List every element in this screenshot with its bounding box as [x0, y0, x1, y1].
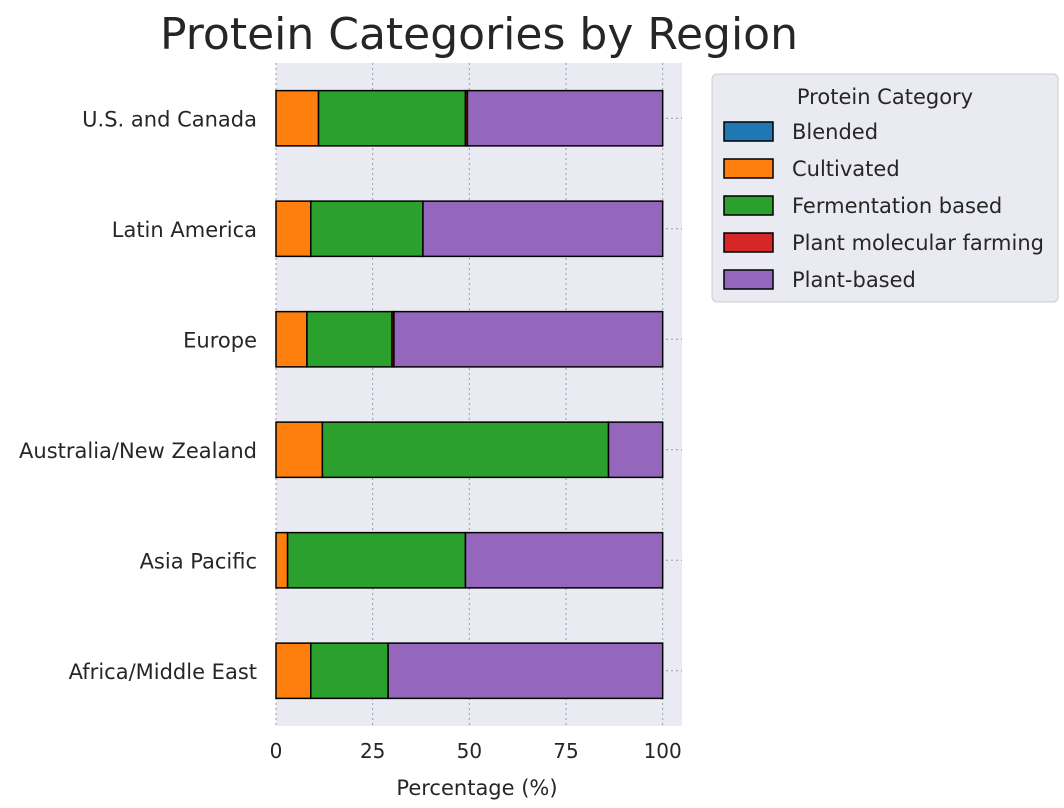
x-tick-label: 0 — [270, 739, 283, 763]
y-tick-label: Latin America — [112, 218, 257, 242]
legend-label: Plant molecular farming — [792, 231, 1044, 255]
y-tick-label: Asia Pacific — [140, 549, 257, 573]
bar-segment — [306, 310, 393, 368]
x-tick-label: 50 — [457, 739, 482, 763]
bar-segment — [310, 200, 424, 258]
bar-segment — [466, 89, 664, 147]
legend-swatch — [723, 269, 774, 290]
legend: Protein Category Blended Cultivated Fermen… — [711, 73, 1059, 303]
bar-segment — [321, 421, 610, 479]
grid-lines — [275, 63, 682, 726]
legend-swatch — [723, 121, 774, 142]
bar-segment — [393, 310, 664, 368]
legend-label: Fermentation based — [792, 194, 1002, 218]
bar-segment — [286, 531, 467, 589]
plot-area — [276, 63, 682, 726]
legend-swatch — [723, 158, 774, 179]
bar-segment — [464, 531, 664, 589]
bar-segment — [275, 531, 289, 589]
bars — [275, 89, 664, 700]
y-tick-label: Europe — [183, 328, 257, 352]
bar-segment — [275, 200, 312, 258]
x-tick-label: 25 — [360, 739, 385, 763]
legend-swatch — [723, 195, 774, 216]
x-axis-label: Percentage (%) — [396, 776, 557, 800]
bar-segment — [317, 89, 467, 147]
bar-segment — [275, 642, 312, 700]
chart-title: Protein Categories by Region — [160, 9, 798, 60]
x-tick-label: 75 — [553, 739, 578, 763]
legend-box — [711, 73, 1059, 303]
bar-segment — [607, 421, 664, 479]
legend-label: Cultivated — [792, 157, 900, 181]
legend-label: Plant-based — [792, 268, 916, 292]
legend-title: Protein Category — [797, 85, 973, 109]
bar-segment — [275, 310, 308, 368]
bar-segment — [310, 642, 389, 700]
x-tick-label: 100 — [644, 739, 682, 763]
y-tick-label: Australia/New Zealand — [19, 439, 257, 463]
x-axis-ticks: 0 25 50 75 100 — [270, 739, 682, 763]
bar-segment — [275, 89, 320, 147]
bar-segment — [422, 200, 664, 258]
y-tick-label: Africa/Middle East — [69, 660, 257, 684]
legend-label: Blended — [792, 120, 878, 144]
y-axis-ticks: U.S. and Canada Latin America Europe Austra… — [19, 107, 257, 684]
y-tick-label: U.S. and Canada — [82, 107, 257, 131]
bar-segment — [387, 642, 664, 700]
bar-segment — [275, 421, 324, 479]
legend-swatch — [723, 232, 774, 253]
